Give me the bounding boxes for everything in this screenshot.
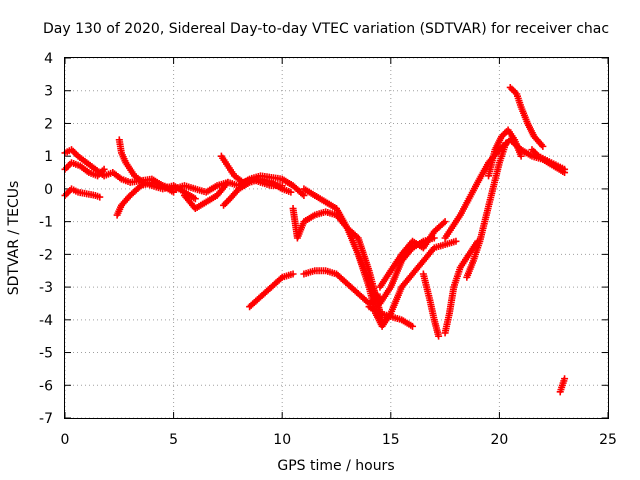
y-tick-label: -5 [39,346,53,362]
data-point [69,147,77,155]
y-tick-label: 1 [44,149,53,165]
series-arc-u [506,83,547,150]
data-point [506,83,514,91]
series-arc-o [376,218,449,291]
data-point [223,198,231,206]
data-point [300,191,308,199]
chart-title: Day 130 of 2020, Sidereal Day-to-day VTE… [43,21,609,37]
data-point [96,193,104,201]
series-arc-t [485,126,525,180]
y-tick-label: -2 [39,247,53,263]
series-arc-n [365,303,417,330]
y-tick-label: 0 [44,182,53,198]
data-point [224,178,232,186]
y-tick-label: -6 [39,378,53,394]
y-tick-label: -4 [39,313,53,329]
data-point [100,165,108,173]
data-point [517,152,525,160]
data-point [561,165,569,173]
data-point [510,87,518,95]
data-point [409,322,417,330]
data-point [221,200,229,208]
y-tick-label: 2 [44,116,53,132]
data-point [287,188,295,196]
x-tick-label: 20 [490,432,508,448]
y-tick-label: 3 [44,84,53,100]
x-tick-label: 15 [382,432,400,448]
y-tick-label: 4 [44,51,53,67]
data-point [561,375,569,383]
data-point [502,139,510,147]
x-axis-ticks: 0 5 10 15 20 25 [61,58,617,448]
data-point [508,85,516,93]
data-point [66,160,74,168]
series-arc-h [220,175,295,209]
data-point [452,237,460,245]
x-tick-label: 0 [61,432,70,448]
x-axis-label: GPS time / hours [277,458,394,474]
plot-frame [64,57,609,419]
data-point [220,201,228,209]
y-axis-label: SDTVAR / TECUs [6,181,22,296]
series-arc-e [115,136,199,203]
series-arc-c [61,185,104,201]
y-tick-label: -7 [39,411,53,427]
data-point [289,270,297,278]
data-point [191,195,199,203]
series-arc-p [419,270,443,340]
series-arc-w [556,375,569,396]
x-tick-label: 25 [599,432,617,448]
data-markers [61,83,569,396]
series-arc-v [528,146,569,173]
data-point [441,218,449,226]
x-tick-label: 10 [273,432,291,448]
data-point [376,293,384,301]
y-tick-label: -1 [39,215,53,231]
data-point [539,142,547,150]
data-point [435,332,443,340]
data-point [170,188,178,196]
series-arc-s [463,139,510,281]
y-tick-label: -3 [39,280,53,296]
x-tick-label: 5 [169,432,178,448]
grid-lines [64,57,609,419]
series-arc-i [246,270,297,311]
series-arc-f [180,178,232,213]
